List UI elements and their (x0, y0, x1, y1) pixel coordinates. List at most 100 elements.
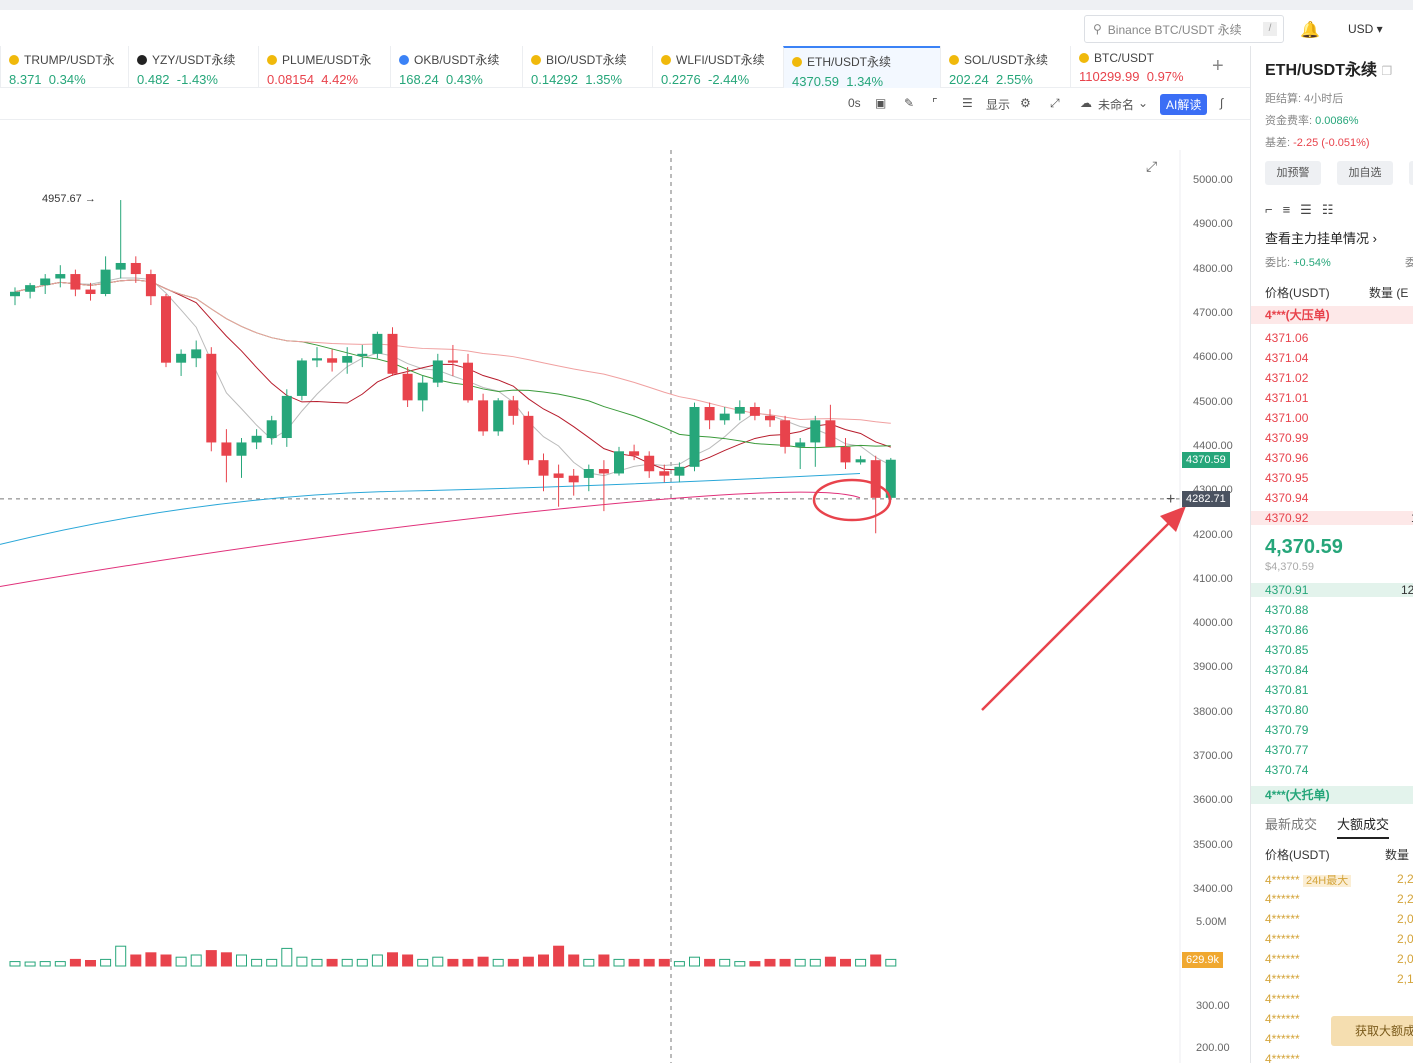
tab-large-trades[interactable]: 大额成交 (1337, 814, 1390, 839)
ai-interpret-button[interactable]: AI解读 (1160, 94, 1208, 115)
bid-row[interactable]: 4370.801 (1265, 703, 1308, 717)
price-axis-label: 3500.00 (1193, 838, 1233, 851)
bid-qty: 12 (1401, 583, 1413, 597)
currency-select[interactable]: USD ▾ (1348, 22, 1383, 36)
bid-row[interactable]: 4370.88 (1265, 603, 1308, 617)
fullscreen-icon[interactable]: ⤢ (1050, 96, 1060, 110)
price-chart[interactable]: + 5000.00 4900.00 4800.00 4700.00 4600.00 450… (0, 150, 1250, 1063)
tab-price: 4370.59 (792, 74, 839, 89)
tab-latest-trades[interactable]: 最新成交 (1265, 817, 1318, 832)
camera-icon[interactable]: ▣ (875, 96, 887, 110)
more-button[interactable] (1409, 161, 1413, 185)
volume-bar (840, 958, 851, 967)
tab-name-text: WLFI/USDT永续 (676, 53, 765, 67)
ask-row[interactable]: 4370.94 (1265, 491, 1308, 505)
ask-row[interactable]: 4371.04 (1265, 351, 1308, 365)
bid-row[interactable]: 4370.91 12 (1251, 583, 1413, 597)
ask-row[interactable]: 4370.92 1 (1251, 511, 1413, 525)
bid-price: 4370.85 (1265, 643, 1309, 657)
tab-btc[interactable]: BTC/USDT 110299.99 0.97% (1070, 46, 1200, 88)
ask-row[interactable]: 4370.95 (1265, 471, 1308, 485)
large-trade-price: 4****** (1265, 1052, 1300, 1063)
large-trade-price: 4****** (1265, 952, 1300, 966)
tab-wlfi[interactable]: WLFI/USDT永续 0.2276 -2.44% (652, 46, 783, 88)
crop-icon[interactable]: ⌜ (932, 96, 938, 110)
bid-row[interactable]: 4370.84 (1265, 663, 1308, 677)
list-icon[interactable]: ☰ (962, 96, 973, 110)
interval-label[interactable]: 0s (848, 96, 861, 110)
tab-name-text: BTC/USDT (1094, 51, 1154, 65)
volume-axis-label: 300.00 (1196, 1000, 1230, 1012)
tab-quote: 0.08154 4.42% (267, 72, 390, 87)
ask-row[interactable]: 4371.06 (1265, 331, 1308, 345)
watchlist-button[interactable]: 加自选 (1337, 161, 1393, 185)
ask-row[interactable]: 4370.99 (1265, 431, 1308, 445)
blue-coin-icon (399, 54, 409, 65)
settings-icon[interactable]: ⚙ (1020, 96, 1031, 110)
tab-quote: 0.14292 1.35% (531, 72, 652, 87)
tab-yzy[interactable]: YZY/USDT永续 0.482 -1.43% (128, 46, 258, 88)
tab-change: 0.34% (48, 72, 86, 87)
tab-price: 8.371 (9, 72, 42, 87)
large-trade-price: 4****** (1265, 892, 1300, 906)
tab-price: 0.482 (137, 72, 170, 87)
tab-eth[interactable]: ETH/USDT永续 4370.59 1.34% (783, 46, 940, 89)
ask-price: 4370.96 (1265, 451, 1309, 465)
candle-body (115, 262, 126, 270)
tab-plume[interactable]: PLUME/USDT永 0.08154 4.42% (258, 46, 390, 88)
tab-price: 168.24 (399, 72, 439, 87)
ratio-label: 委比: (1265, 257, 1291, 269)
large-trade-price: 4****** (1265, 912, 1300, 926)
tab-name-text: OKB/USDT永续 (414, 53, 500, 67)
add-tab-icon[interactable]: + (1212, 55, 1224, 77)
bid-row[interactable]: 4370.77 (1265, 743, 1308, 757)
bell-icon[interactable]: 🔔 (1300, 22, 1320, 39)
copy-icon[interactable]: ❐ (1381, 64, 1393, 78)
search-input[interactable]: Binance BTC/USDT 永续 (1107, 22, 1242, 37)
ask-row[interactable]: 4371.01 (1265, 391, 1308, 405)
ask-price: 4370.99 (1265, 431, 1309, 445)
bid-price: 4370.79 (1265, 723, 1309, 737)
layout-name[interactable]: 未命名 (1098, 98, 1135, 112)
tab-change: -1.43% (176, 72, 218, 87)
large-trade-row: 4****** 2,2 (1265, 892, 1413, 906)
chart-canvas[interactable]: + (0, 150, 1250, 1063)
tab-sol[interactable]: SOL/USDT永续 202.24 2.55% (940, 46, 1070, 88)
tab-price: 0.14292 (531, 72, 578, 87)
volume-bar (855, 958, 867, 967)
ask-price: 4370.94 (1265, 491, 1309, 505)
large-trade-row: 4****** (1265, 992, 1300, 1006)
pencil-icon[interactable]: ✎ (904, 96, 915, 110)
price-axis-label: 4600.00 (1193, 351, 1233, 364)
expand-icon[interactable]: ⤢ (1146, 158, 1158, 174)
bid-row[interactable]: 4370.861 (1265, 623, 1308, 637)
symbol-search[interactable]: ⚲ Binance BTC/USDT 永续 / (1084, 15, 1284, 43)
candle-body (387, 333, 398, 374)
ask-row[interactable]: 4371.00 (1265, 411, 1308, 425)
alert-button[interactable]: 加预警 (1265, 161, 1321, 185)
ask-price: 4371.01 (1265, 391, 1309, 405)
cloud-icon[interactable]: ☁ (1080, 96, 1092, 110)
ask-section-header: 4***(大压单) (1251, 306, 1413, 324)
candle-body (327, 358, 338, 363)
candle-body (145, 274, 156, 297)
share-icon[interactable]: ∫ (1220, 96, 1224, 110)
large-trade-row: 4****** (1265, 1032, 1300, 1046)
ask-row[interactable]: 4371.02 (1265, 371, 1308, 385)
ask-row[interactable]: 4370.96 (1265, 451, 1308, 465)
price-axis-label: 4800.00 (1193, 262, 1233, 275)
volume-bar (432, 956, 444, 967)
tab-trump[interactable]: TRUMP/USDT永 8.371 0.34% (0, 46, 128, 88)
bid-row[interactable]: 4370.85 (1265, 643, 1308, 657)
tab-bio[interactable]: BIO/USDT永续 0.14292 1.35% (522, 46, 652, 88)
bid-row[interactable]: 4370.74 (1265, 763, 1308, 777)
tab-okb[interactable]: OKB/USDT永续 168.24 0.43% (390, 46, 522, 88)
orderbook-view-icons[interactable]: ⌐≡☰☷ (1265, 202, 1344, 217)
main-orders-link[interactable]: 查看主力挂单情况 › (1265, 231, 1377, 246)
bid-row[interactable]: 4370.79 (1265, 723, 1308, 737)
get-large-trades-button[interactable]: 获取大额成 (1331, 1016, 1413, 1046)
bid-row[interactable]: 4370.81 (1265, 683, 1308, 697)
ma-long-magenta-line (0, 491, 861, 587)
display-button[interactable]: 显示 (986, 98, 1011, 112)
chevron-down-icon[interactable]: ⌄ (1138, 96, 1149, 110)
